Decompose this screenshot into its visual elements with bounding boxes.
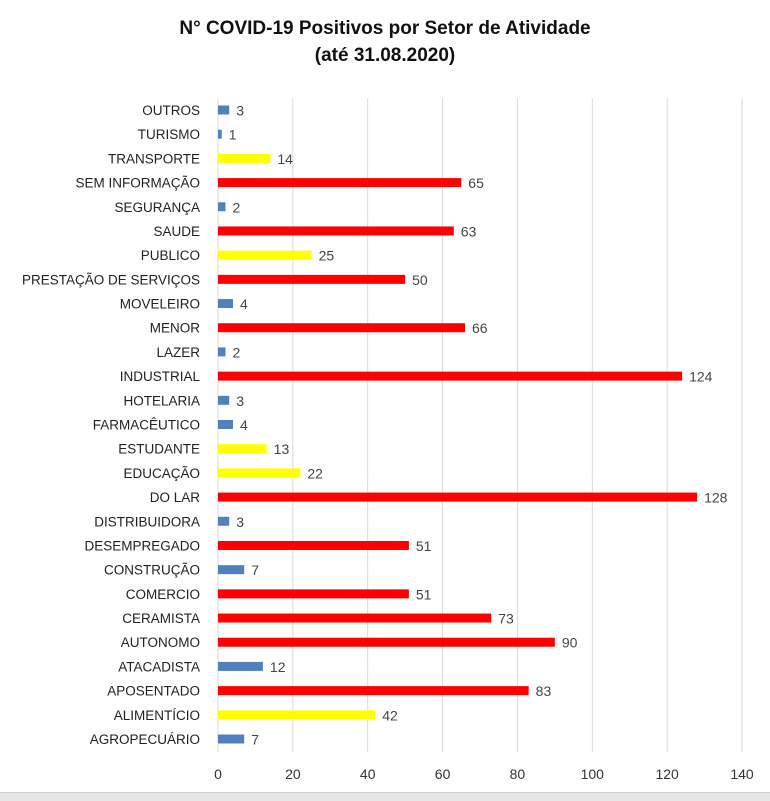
data-label: 2 <box>232 344 240 360</box>
category-label: SEM INFORMAÇÃO <box>75 176 200 191</box>
data-label: 3 <box>236 514 244 530</box>
category-label: MOVELEIRO <box>120 297 200 312</box>
bar <box>218 105 230 115</box>
category-label: DISTRIBUIDORA <box>94 514 200 529</box>
data-label: 7 <box>251 562 259 578</box>
bar <box>218 661 263 671</box>
x-tick-label: 120 <box>655 766 679 782</box>
category-label: DESEMPREGADO <box>84 538 200 553</box>
category-label: PUBLICO <box>141 248 200 263</box>
data-label: 22 <box>307 465 323 481</box>
category-label: CONSTRUÇÃO <box>104 563 200 578</box>
bar <box>218 734 245 744</box>
data-label: 66 <box>472 320 488 336</box>
bar <box>218 371 683 381</box>
category-label: CERAMISTA <box>122 611 200 626</box>
data-label: 12 <box>270 659 286 675</box>
data-label: 65 <box>468 175 484 191</box>
bar <box>218 589 409 599</box>
bar <box>218 516 230 526</box>
data-label: 73 <box>498 611 514 627</box>
category-label: AUTONOMO <box>121 635 200 650</box>
bottom-border <box>0 792 770 801</box>
data-label: 124 <box>689 369 713 385</box>
data-label: 4 <box>240 417 248 433</box>
x-tick-label: 0 <box>214 766 222 782</box>
bar <box>218 153 271 163</box>
bar <box>218 250 312 260</box>
category-label: APOSENTADO <box>107 684 200 699</box>
category-label: ATACADISTA <box>118 659 200 674</box>
bar <box>218 540 409 550</box>
category-label: DO LAR <box>150 490 201 505</box>
category-label: AGROPECUÁRIO <box>90 732 200 747</box>
category-label: HOTELARIA <box>123 393 200 408</box>
bar <box>218 613 492 623</box>
data-label: 2 <box>232 199 240 215</box>
bar <box>218 468 301 478</box>
bar <box>218 395 230 405</box>
data-label: 83 <box>536 683 552 699</box>
category-label: TURISMO <box>138 127 200 142</box>
data-label: 128 <box>704 490 728 506</box>
category-label: LAZER <box>156 345 200 360</box>
x-tick-label: 60 <box>435 766 451 782</box>
category-label: EDUCAÇÃO <box>123 466 200 481</box>
data-label: 13 <box>274 441 290 457</box>
x-tick-label: 40 <box>360 766 376 782</box>
bar <box>218 347 226 357</box>
data-label: 51 <box>416 538 432 554</box>
category-label: SEGURANÇA <box>114 200 200 215</box>
data-label: 1 <box>229 127 237 143</box>
category-label: FARMACÊUTICO <box>93 418 200 433</box>
data-label: 7 <box>251 732 259 748</box>
category-label: ESTUDANTE <box>118 442 200 457</box>
bar <box>218 274 406 284</box>
data-label: 63 <box>461 223 477 239</box>
data-label: 4 <box>240 296 248 312</box>
data-label: 3 <box>236 393 244 409</box>
bar <box>218 637 555 647</box>
x-tick-label: 100 <box>581 766 605 782</box>
bar <box>218 178 462 188</box>
bar <box>218 226 454 236</box>
bar <box>218 565 245 575</box>
bar <box>218 444 267 454</box>
bar <box>218 202 226 212</box>
x-tick-label: 80 <box>510 766 526 782</box>
category-label: MENOR <box>150 321 201 336</box>
chart-subtitle: (até 31.08.2020) <box>314 45 456 66</box>
data-label: 25 <box>319 248 335 264</box>
category-label: SAUDE <box>153 224 200 239</box>
data-label: 42 <box>382 707 398 723</box>
category-label: COMERCIO <box>126 587 200 602</box>
x-tick-label: 140 <box>730 766 754 782</box>
bar <box>218 299 233 309</box>
bar <box>218 686 529 696</box>
category-label: PRESTAÇÃO DE SERVIÇOS <box>22 272 200 287</box>
bar <box>218 129 222 139</box>
x-tick-label: 20 <box>285 766 301 782</box>
data-label: 51 <box>416 586 432 602</box>
bar <box>218 420 233 429</box>
data-label: 50 <box>412 272 428 288</box>
bar <box>218 323 466 333</box>
category-label: TRANSPORTE <box>108 151 200 166</box>
bar <box>218 710 376 720</box>
category-label: OUTROS <box>142 103 200 118</box>
bar <box>218 492 698 502</box>
category-label: ALIMENTÍCIO <box>114 708 200 723</box>
category-label: INDUSTRIAL <box>120 369 201 384</box>
data-label: 3 <box>236 103 244 119</box>
chart-title: N° COVID-19 Positivos por Setor de Ativi… <box>179 18 591 39</box>
data-label: 90 <box>562 635 578 651</box>
data-label: 14 <box>277 151 293 167</box>
